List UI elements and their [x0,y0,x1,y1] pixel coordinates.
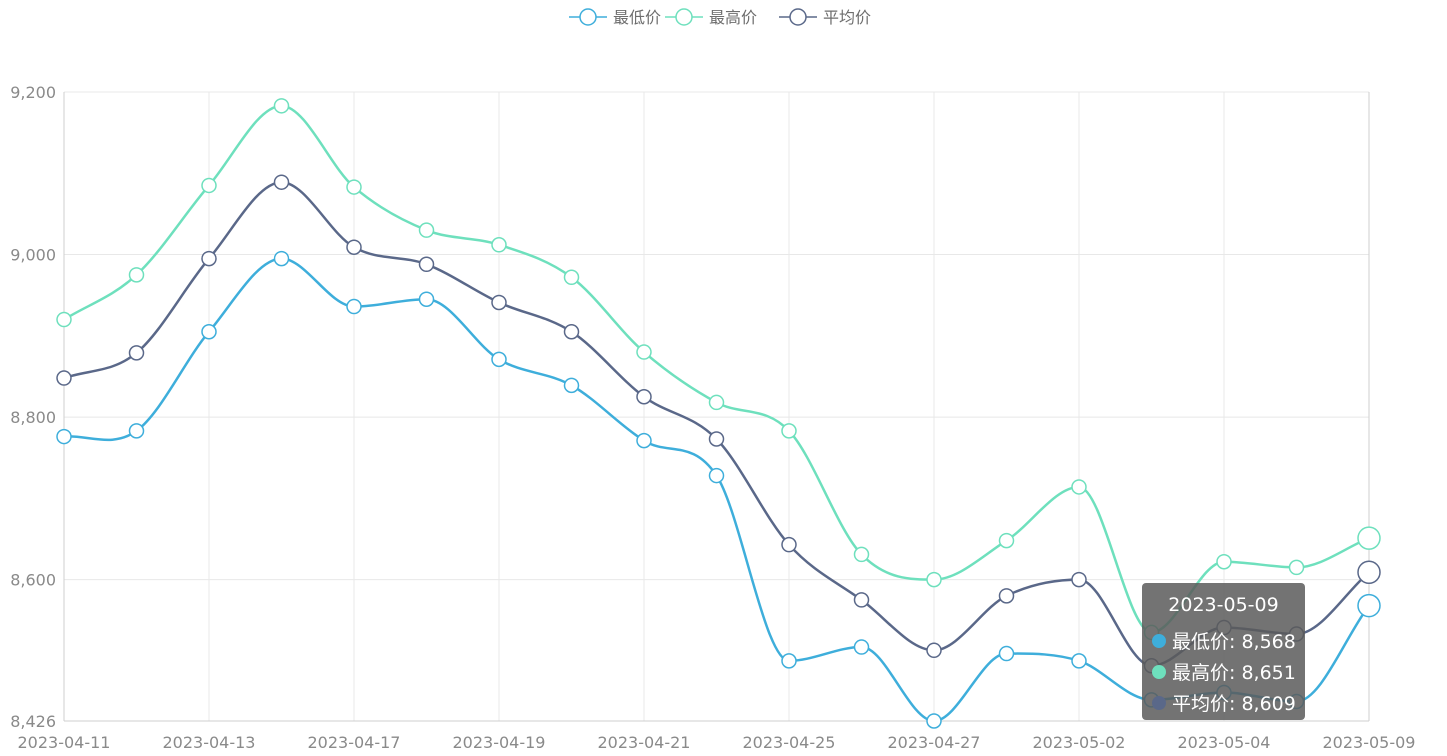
data-point[interactable] [1357,593,1381,618]
y-tick-label: 8,426 [10,712,56,731]
series-line-max [63,104,1370,634]
data-point[interactable] [201,250,217,267]
axes: 8,426 8,600 8,800 9,000 9,200 2023-04-11 2023-… [10,83,1415,752]
data-point[interactable] [1357,560,1381,585]
data-point[interactable] [708,467,725,484]
data-point[interactable] [346,239,362,255]
data-point[interactable] [418,291,435,307]
data-point[interactable] [346,298,362,315]
data-point[interactable] [56,428,72,445]
data-point[interactable] [128,267,145,283]
y-tick-label: 8,600 [10,571,56,590]
tooltip-row-label: 最高价: 8,651 [1172,662,1296,684]
data-point[interactable] [1288,559,1305,576]
legend-marker[interactable] [675,8,693,26]
data-point[interactable] [1071,479,1087,495]
data-point[interactable] [1216,553,1232,570]
data-point[interactable] [563,323,580,340]
data-point[interactable] [708,431,725,447]
x-tick-label: 2023-04-21 [598,733,691,752]
data-point[interactable] [926,571,942,588]
data-point[interactable] [201,323,217,340]
legend-label[interactable]: 最低价 [613,8,661,27]
data-point[interactable] [998,588,1015,604]
data-point[interactable] [708,394,725,411]
data-point[interactable] [781,653,797,669]
data-point[interactable] [563,269,580,286]
x-tick-label: 2023-04-17 [308,733,401,752]
tooltip-row-max: 最高价: 8,651 [1152,656,1305,687]
x-tick-label: 2023-04-13 [163,733,256,752]
tooltip-row-avg: 平均价: 8,609 [1152,687,1305,718]
data-point[interactable] [1357,526,1381,550]
data-point[interactable] [636,388,652,405]
x-tick-label: 2023-04-19 [453,733,546,752]
data-point[interactable] [491,294,507,311]
data-point[interactable] [998,645,1015,662]
data-point[interactable] [926,642,942,659]
y-tick-label: 9,000 [10,246,56,265]
y-tick-label: 9,200 [10,83,56,102]
data-point[interactable] [998,532,1015,549]
data-point[interactable] [56,311,72,328]
data-point[interactable] [853,639,870,655]
legend[interactable]: 最低价 最高价 平均价 [569,8,871,27]
legend-marker[interactable] [789,8,807,26]
data-point[interactable] [273,174,290,190]
data-point[interactable] [781,536,797,553]
x-tick-label: 2023-04-25 [743,733,836,752]
data-point[interactable] [128,423,145,439]
tooltip-title: 2023-05-09 [1168,594,1279,616]
y-tick-label: 8,800 [10,408,56,427]
data-point[interactable] [853,592,870,608]
data-point[interactable] [273,250,290,267]
x-tick-label: 2023-05-09 [1323,733,1416,752]
data-point[interactable] [491,351,507,368]
data-point[interactable] [128,345,145,361]
x-tick-label: 2023-05-04 [1178,733,1271,752]
data-point[interactable] [418,256,435,273]
legend-label[interactable]: 平均价 [823,8,871,27]
data-point[interactable] [853,546,870,563]
data-point[interactable] [491,237,507,253]
x-tick-label: 2023-04-27 [888,733,981,752]
data-point[interactable] [1071,653,1087,669]
data-point[interactable] [636,432,652,449]
series-color-dot [1152,664,1166,679]
data-point[interactable] [563,377,580,394]
data-point[interactable] [346,179,362,195]
data-point[interactable] [636,344,652,360]
data-point[interactable] [781,423,797,439]
legend-label[interactable]: 最高价 [709,8,757,27]
data-point[interactable] [418,222,435,238]
series-color-dot [1152,633,1166,648]
x-tick-label: 2023-05-02 [1033,733,1126,752]
x-tick-label: 2023-04-11 [18,733,111,752]
tooltip-row-label: 最低价: 8,568 [1172,631,1296,653]
series-color-dot [1152,695,1166,710]
data-point[interactable] [1071,571,1087,588]
tooltip: 2023-05-09 最低价: 8,568 最高价: 8,651 平均价: 8,… [1142,583,1305,720]
tooltip-row-min: 最低价: 8,568 [1152,625,1305,656]
data-point[interactable] [273,98,290,114]
data-point[interactable] [926,713,942,729]
data-point[interactable] [201,177,217,194]
data-point[interactable] [56,370,72,386]
legend-marker[interactable] [579,8,597,26]
tooltip-row-label: 平均价: 8,609 [1172,693,1296,715]
